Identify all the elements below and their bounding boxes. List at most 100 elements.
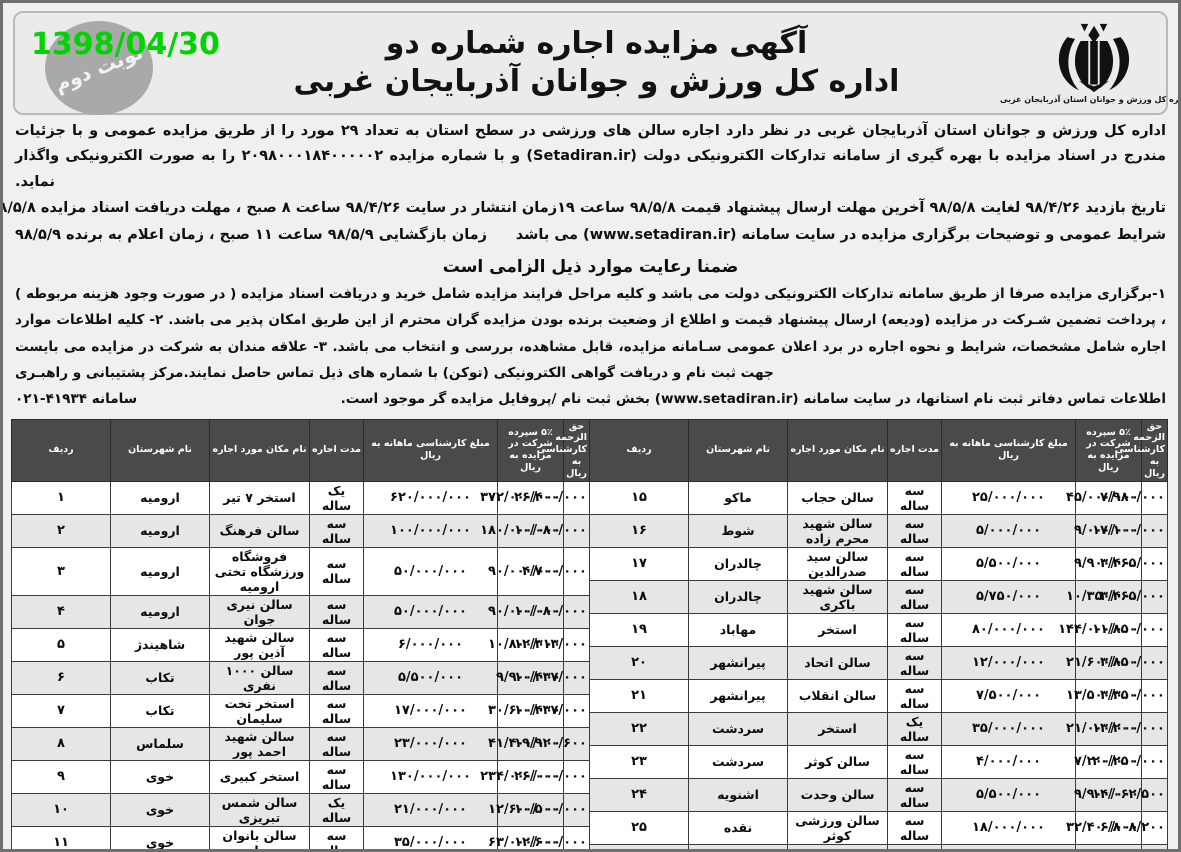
cell-place: سالن حجاب [787,480,888,515]
cell-place: استخر ۷ تیر [209,480,310,515]
cell-period: یک ساله [309,792,364,827]
cell-monthly: ۳۵/۰۰۰/۰۰۰ [941,711,1076,746]
cell-period: سه ساله [309,513,364,548]
cell-city: سردشت [688,711,788,746]
emblem-caption: اداره کل ورزش و جوانان استان آذربایجان غ… [999,95,1181,104]
cell-index: ۲۰ [589,645,689,680]
cell-monthly: ۱۰۰/۰۰۰/۰۰۰ [363,513,498,548]
cell-index: ۲۶ [589,843,689,849]
cell-deposit: ۴۵/۰۰۰/۰۰۰ [1066,480,1142,515]
cell-deposit: ۹۰/۰۰۰/۰۰۰ [488,546,564,596]
cell-deposit: ۹/۹۰۰/۰۰۰ [496,660,564,695]
cell-index: ۱۰ [11,792,111,827]
cell-fee: ۱۰/۵۰۰/۰۰۰ [514,792,590,827]
cell-fee: ۳/۴۶۵/۰۰۰ [1100,546,1168,581]
cell-period: سه ساله [887,513,942,548]
cell-index: ۱۶ [589,513,689,548]
cell-city: چالدران [688,579,788,614]
cell-deposit: ۴۱/۴۰۰/۰۰۰ [488,726,564,761]
cell-period: سه ساله [309,627,364,662]
cell-fee: ۱۳/۲۰۰/۰۰۰ [1092,711,1168,746]
cell-index: ۲ [11,513,111,548]
table-header-row: حق الزحمه کارشناسی به ریال ۵٪ سپرده شرکت… [589,418,1168,482]
cell-deposit: ۶۳/۰۰۰/۰۰۰ [488,825,564,849]
cell-city: مهاباد [688,612,788,647]
document-header: اداره کل ورزش و جوانان استان آذربایجان غ… [13,11,1178,115]
cell-deposit: ۹۰/۰۰۰/۰۰۰ [488,594,564,629]
cell-index: ۱۹ [589,612,689,647]
col-index: ردیف [589,418,689,482]
cell-fee: ۱۲/۳۱۳/۰۰۰ [514,627,590,662]
cell-deposit: ۱۴۴/۰۰۰/۰۰۰ [1058,612,1142,647]
intro-paragraph: اداره کل ورزش و جوانان استان آذربایجان غ… [15,123,1166,190]
cell-index: ۳ [11,546,111,596]
col-monthly: مبلغ کارشناسی ماهانه به ریال [941,418,1076,482]
cell-fee: ۱۴/۰۶۲/۵۰۰ [1092,777,1168,812]
cell-period: سه ساله [887,810,942,845]
cell-period: سه ساله [309,594,364,629]
cell-deposit: ۹/۰۰۰/۰۰۰ [1074,513,1142,548]
cell-index: ۸ [11,726,111,761]
col-city: نام شهرستان [688,418,788,482]
cell-period: سه ساله [309,726,364,761]
cell-place: سالن اتحاد [787,645,888,680]
cell-period: یک ساله [309,480,364,515]
auction-table-right-grid: حق الزحمه کارشناسی به ریال ۵٪ سپرده شرکت… [11,418,590,849]
cell-monthly: ۱۳۰/۰۰۰/۰۰۰ [363,759,498,794]
cell-fee: ۲۰/۲۵۰/۰۰۰ [1092,744,1168,779]
cell-monthly: ۵۰/۰۰۰/۰۰۰ [363,594,498,629]
cell-period: یک ساله [887,711,942,746]
auction-table-left: حق الزحمه کارشناسی به ریال ۵٪ سپرده شرکت… [589,418,1168,849]
cell-city: پیرانشهر [688,645,788,680]
cell-place: استخر [787,711,888,746]
cell-place: سالن فرهنگ [209,513,310,548]
cell-city: ارومیه [110,594,210,629]
cell-period: سه ساله [887,843,942,849]
cell-fee: ۱۷/۱۰۰/۰۰۰ [1092,513,1168,548]
page-subtitle: اداره کل ورزش و جوانان آذربایجان غربی [293,64,900,100]
cell-place: سالن بعثت [787,843,888,849]
cell-deposit: ۱۲/۶۰۰/۰۰۰ [488,792,564,827]
cell-index: ۲۲ [589,711,689,746]
cell-index: ۱۷ [589,546,689,581]
table-header-row: حق الزحمه کارشناسی به ریال ۵٪ سپرده شرکت… [11,418,590,482]
cell-monthly: ۵/۵۰۰/۰۰۰ [941,777,1076,812]
col-place: نام مکان مورد اجاره [209,418,310,482]
cell-monthly: ۱۸/۰۰۰/۰۰۰ [941,810,1076,845]
auction-table-right: حق الزحمه کارشناسی به ریال ۵٪ سپرده شرکت… [11,418,590,849]
cell-city: ماکو [688,480,788,515]
schedule-line-2-left: شرایط عمومی و توضیحات برگزاری مزایده در … [515,226,1166,243]
cell-city: پیرانشهر [688,678,788,713]
cell-period: سه ساله [887,579,942,614]
cell-fee: ۳/۴۶۵/۰۰۰ [1100,579,1168,614]
cell-city: تکاب [110,660,210,695]
cell-city: اشنویه [688,777,788,812]
cell-place: سالن کوثر [787,744,888,779]
cell-place: سالن شهید احمد پور [209,726,310,761]
cell-monthly: ۱۲/۰۰۰/۰۰۰ [941,645,1076,680]
cell-city: ارومیه [110,480,210,515]
announcement-body: اداره کل ورزش و جوانان استان آذربایجان غ… [3,119,1166,413]
cell-deposit: ۲۱/۰۰۰/۰۰۰ [1066,711,1142,746]
cell-fee: ۱۱/۸۵۰/۰۰۰ [1092,612,1168,647]
cell-city: چالدران [688,546,788,581]
cell-monthly: ۶/۰۰۰/۰۰۰ [363,627,498,662]
cell-index: ۲۵ [589,810,689,845]
rules-contact-line: اطلاعات تماس دفاتر ثبت نام استانها، در س… [15,387,1166,413]
cell-fee: ۷/۹۸۰/۰۰۰ [1100,480,1168,515]
cell-index: ۲۳ [589,744,689,779]
cell-period: سه ساله [887,612,942,647]
cell-fee: ۲۶/۴۰۰/۰۰۰ [514,480,590,515]
